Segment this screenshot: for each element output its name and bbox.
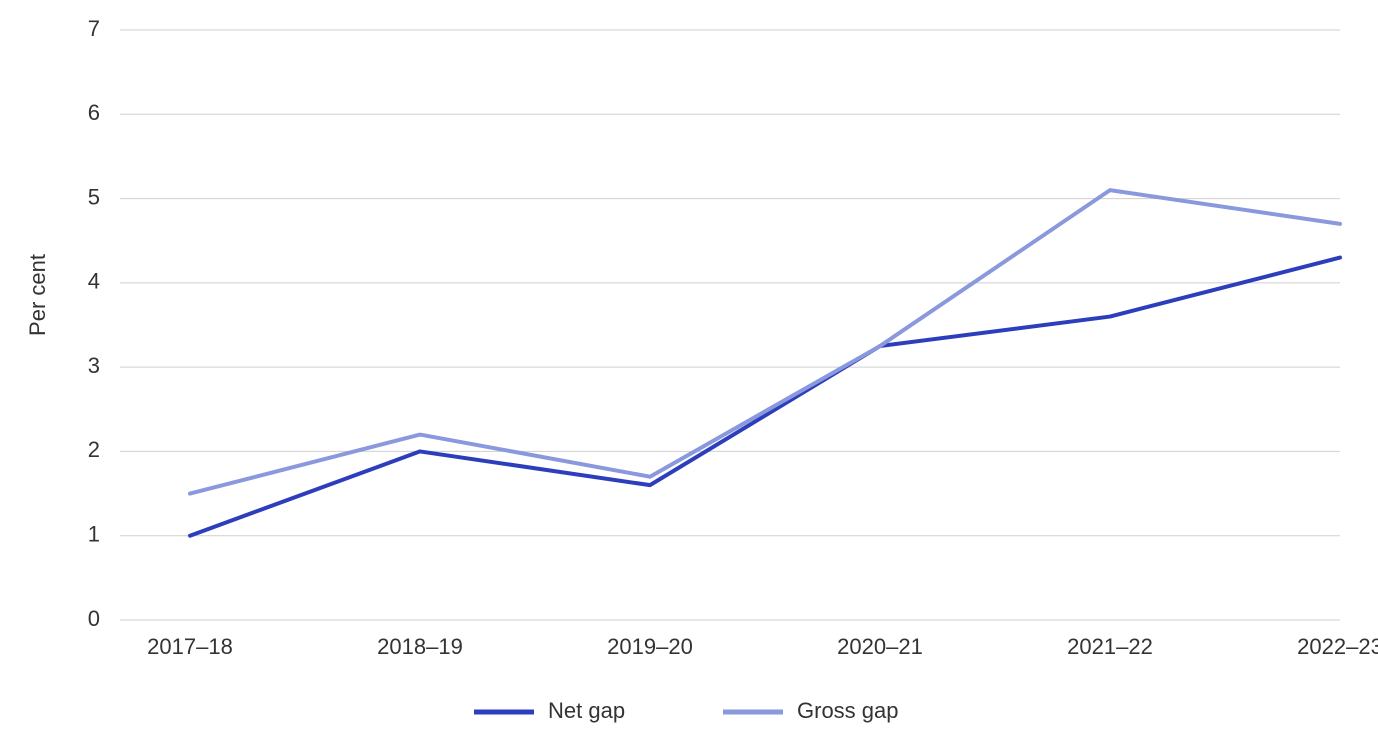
y-tick-label: 4 bbox=[88, 269, 100, 294]
x-tick-label: 2018–19 bbox=[377, 634, 463, 659]
x-tick-label: 2022–23 bbox=[1297, 634, 1378, 659]
legend-swatch bbox=[723, 710, 783, 715]
x-tick-label: 2019–20 bbox=[607, 634, 693, 659]
y-tick-label: 1 bbox=[88, 522, 100, 547]
y-tick-label: 6 bbox=[88, 100, 100, 125]
y-tick-label: 3 bbox=[88, 353, 100, 378]
y-tick-label: 7 bbox=[88, 16, 100, 41]
y-tick-label: 0 bbox=[88, 606, 100, 631]
legend-label: Gross gap bbox=[797, 698, 899, 723]
y-tick-label: 2 bbox=[88, 437, 100, 462]
series-line: Gross gap bbox=[190, 190, 1340, 493]
chart-svg: 0 1 2 3 4 5 6 7 2017–18 2018–19 2019–20 2020–21 2021… bbox=[0, 0, 1378, 754]
legend-label: Net gap bbox=[548, 698, 625, 723]
x-tick-label: 2021–22 bbox=[1067, 634, 1153, 659]
y-axis-label: Per cent bbox=[25, 254, 50, 336]
y-tick-label: 5 bbox=[88, 184, 100, 209]
x-tick-label: 2020–21 bbox=[837, 634, 923, 659]
line-chart: 0 1 2 3 4 5 6 7 2017–18 2018–19 2019–20 2020–21 2021… bbox=[0, 0, 1378, 754]
series-line: Net gap bbox=[190, 258, 1340, 536]
legend-swatch bbox=[474, 710, 534, 715]
x-tick-label: 2017–18 bbox=[147, 634, 233, 659]
